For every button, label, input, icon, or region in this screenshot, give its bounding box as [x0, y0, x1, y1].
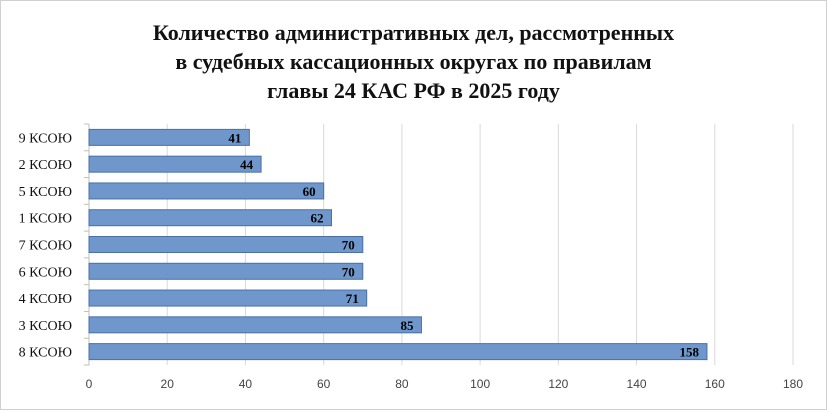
- data-label: 44: [240, 157, 254, 172]
- x-tick-label: 20: [161, 377, 175, 391]
- x-tick-label: 40: [239, 377, 253, 391]
- bar: [88, 155, 262, 173]
- category-label: 2 КСОЮ: [19, 158, 72, 173]
- x-tick-label: 80: [395, 377, 409, 391]
- x-tick-label: 0: [86, 377, 93, 391]
- category-label: 6 КСОЮ: [19, 265, 72, 280]
- data-label: 70: [342, 238, 355, 253]
- category-label: 5 КСОЮ: [19, 185, 72, 200]
- bar: [88, 182, 325, 200]
- bar: [88, 128, 250, 146]
- chart-title-line-3: главы 24 КАС РФ в 2025 году: [267, 78, 560, 103]
- bar: [88, 209, 332, 227]
- bar: [88, 316, 422, 334]
- x-tick-label: 100: [470, 377, 490, 391]
- bar: [88, 236, 364, 253]
- x-tick-label: 160: [705, 377, 725, 391]
- data-label: 71: [346, 291, 359, 306]
- x-tick-label: 180: [783, 377, 803, 391]
- x-tick-label: 120: [548, 377, 568, 391]
- category-label: 9 КСОЮ: [19, 131, 72, 146]
- category-label: 7 КСОЮ: [19, 239, 72, 254]
- chart-title: Количество административных дел, рассмот…: [0, 18, 827, 105]
- data-label: 41: [228, 130, 241, 145]
- bar: [88, 289, 368, 307]
- data-label: 85: [400, 318, 414, 333]
- data-label: 70: [342, 264, 355, 279]
- x-tick-label: 140: [627, 377, 647, 391]
- data-label: 62: [310, 211, 323, 226]
- chart-title-line-1: Количество административных дел, рассмот…: [152, 20, 675, 45]
- bar: [88, 343, 708, 361]
- category-label: 1 КСОЮ: [19, 212, 72, 227]
- category-label: 3 КСОЮ: [19, 319, 72, 334]
- data-label: 158: [679, 345, 699, 360]
- category-label: 4 КСОЮ: [19, 292, 72, 307]
- chart-title-line-2: в судебных кассационных округах по прави…: [175, 49, 652, 74]
- data-label: 60: [303, 184, 316, 199]
- category-label: 8 КСОЮ: [19, 346, 72, 361]
- bar: [88, 262, 364, 280]
- x-tick-label: 60: [317, 377, 331, 391]
